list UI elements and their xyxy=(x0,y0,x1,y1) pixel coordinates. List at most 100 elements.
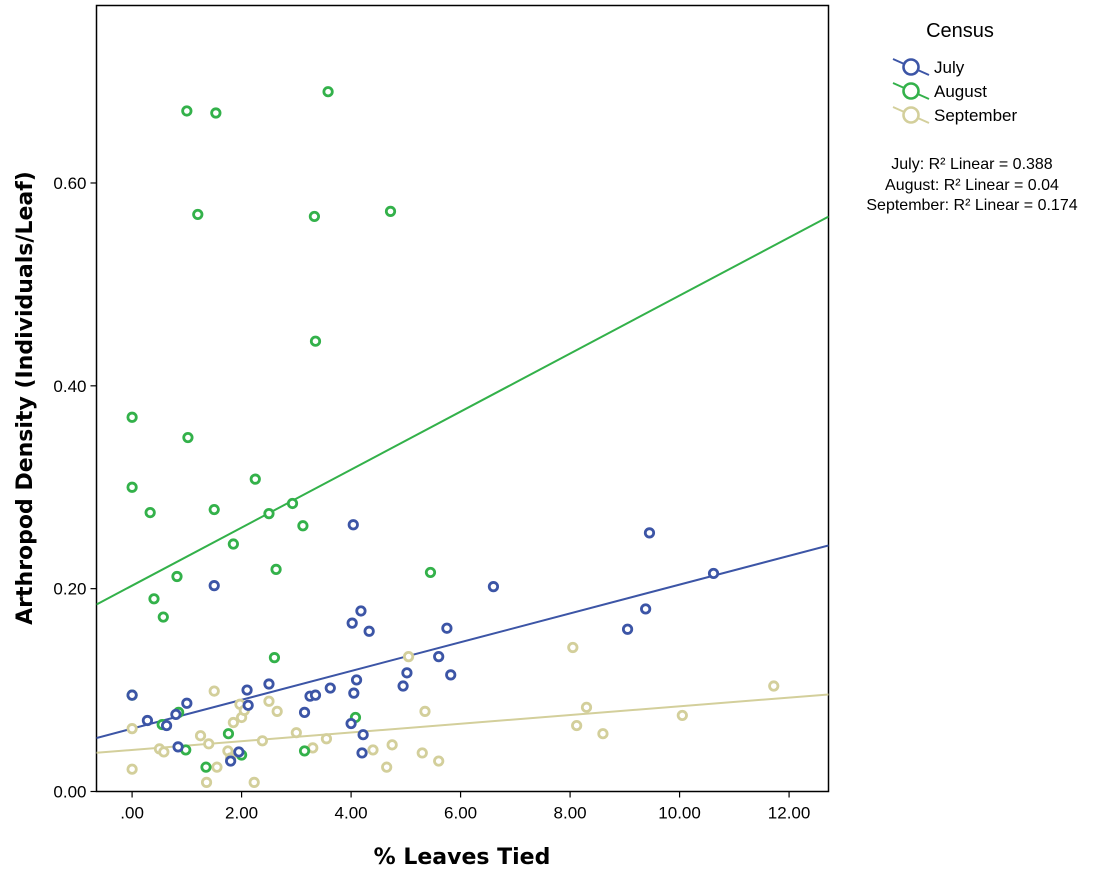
point-july-1 xyxy=(141,714,154,727)
legend-title: Census xyxy=(926,20,994,42)
point-september-29 xyxy=(567,641,579,654)
point-august-4 xyxy=(148,593,160,605)
point-september-28 xyxy=(433,755,445,767)
x-tick-label-5: 10.00 xyxy=(658,804,701,823)
point-july-31 xyxy=(621,623,634,635)
legend-label-september: September xyxy=(934,106,1017,125)
point-july-33 xyxy=(643,527,656,539)
point-august-15 xyxy=(210,107,222,119)
x-tick-label-2: 4.00 xyxy=(335,804,368,823)
point-july-10 xyxy=(242,699,254,711)
point-july-5 xyxy=(181,697,193,709)
point-september-18 xyxy=(271,705,283,717)
point-july-30 xyxy=(487,581,500,593)
x-axis-title: % Leaves Tied xyxy=(374,845,551,870)
x-axis: .00 2.00 4.00 6.00 8.00 10.00 12.00 xyxy=(120,791,810,823)
point-september-26 xyxy=(416,747,428,759)
point-august-1 xyxy=(126,411,138,423)
point-august-21 xyxy=(268,652,281,664)
point-august-20 xyxy=(263,508,275,520)
point-july-6 xyxy=(208,580,220,592)
point-july-27 xyxy=(433,651,445,663)
point-september-25 xyxy=(402,651,415,663)
point-july-32 xyxy=(640,603,652,615)
point-september-33 xyxy=(676,709,688,722)
plot-area-frame xyxy=(95,4,830,793)
point-july-21 xyxy=(355,605,367,617)
point-july-18 xyxy=(347,519,359,531)
point-august-22 xyxy=(270,563,282,575)
point-july-9 xyxy=(241,684,253,696)
point-september-32 xyxy=(597,728,609,740)
data-points xyxy=(126,86,780,788)
point-july-14 xyxy=(309,689,322,701)
point-august-11 xyxy=(182,431,194,444)
legend-label-august: August xyxy=(934,82,987,101)
x-tick-label-0: .00 xyxy=(120,804,144,823)
point-august-16 xyxy=(222,728,235,740)
legend-marker-august xyxy=(902,82,920,100)
fit-line-july xyxy=(96,544,829,739)
point-september-22 xyxy=(367,744,379,756)
y-tick-label-0: 0.00 xyxy=(53,783,86,802)
fit-note-july: July: R² Linear = 0.388 xyxy=(891,156,1053,173)
point-september-17 xyxy=(263,695,275,707)
point-september-34 xyxy=(768,680,780,692)
point-july-20 xyxy=(350,674,363,686)
y-tick-label-1: 0.20 xyxy=(53,580,86,599)
point-august-28 xyxy=(322,86,334,98)
point-july-34 xyxy=(707,567,720,580)
fit-notes: July: R² Linear = 0.388 August: R² Linea… xyxy=(866,156,1077,214)
point-september-16 xyxy=(256,735,268,747)
point-july-7 xyxy=(225,755,237,767)
point-july-17 xyxy=(346,617,358,629)
point-september-23 xyxy=(381,761,393,773)
legend-item-august: August xyxy=(892,82,987,101)
point-september-6 xyxy=(203,738,215,750)
point-september-7 xyxy=(208,685,220,697)
point-august-31 xyxy=(424,566,437,579)
point-august-27 xyxy=(309,335,322,347)
point-august-13 xyxy=(200,761,212,773)
point-august-25 xyxy=(298,745,311,757)
point-september-30 xyxy=(571,719,583,732)
point-august-10 xyxy=(181,105,193,117)
x-tick-label-3: 6.00 xyxy=(444,804,477,823)
point-september-5 xyxy=(200,776,213,788)
fit-line-september xyxy=(96,693,829,754)
point-august-30 xyxy=(384,205,397,217)
point-september-19 xyxy=(290,727,302,739)
point-august-7 xyxy=(171,570,183,583)
point-july-3 xyxy=(170,708,182,721)
point-july-11 xyxy=(263,678,275,690)
point-july-29 xyxy=(445,669,457,681)
point-september-4 xyxy=(194,730,207,742)
point-august-24 xyxy=(297,520,309,532)
point-july-8 xyxy=(233,746,245,758)
point-august-19 xyxy=(249,473,261,485)
point-august-2 xyxy=(126,481,138,493)
point-september-15 xyxy=(248,776,260,788)
point-september-27 xyxy=(419,705,431,717)
fit-line-august xyxy=(96,215,829,606)
y-axis-title: Arthropod Density (Individuals/Leaf) xyxy=(13,171,38,625)
legend-marker-july xyxy=(902,58,920,76)
point-july-26 xyxy=(401,667,413,679)
point-july-16 xyxy=(345,717,357,730)
point-september-11 xyxy=(227,716,239,729)
fit-note-september: September: R² Linear = 0.174 xyxy=(866,197,1077,214)
point-july-22 xyxy=(356,747,368,759)
point-august-14 xyxy=(208,503,220,516)
fit-note-august: August: R² Linear = 0.04 xyxy=(885,177,1059,194)
point-july-2 xyxy=(160,719,173,732)
point-september-21 xyxy=(320,733,333,745)
point-september-3 xyxy=(158,746,170,758)
point-august-6 xyxy=(157,611,169,623)
point-september-8 xyxy=(211,761,223,773)
point-august-3 xyxy=(144,506,156,519)
point-july-12 xyxy=(298,706,311,718)
point-july-28 xyxy=(441,622,453,634)
point-september-31 xyxy=(580,701,593,713)
point-july-15 xyxy=(324,682,336,694)
